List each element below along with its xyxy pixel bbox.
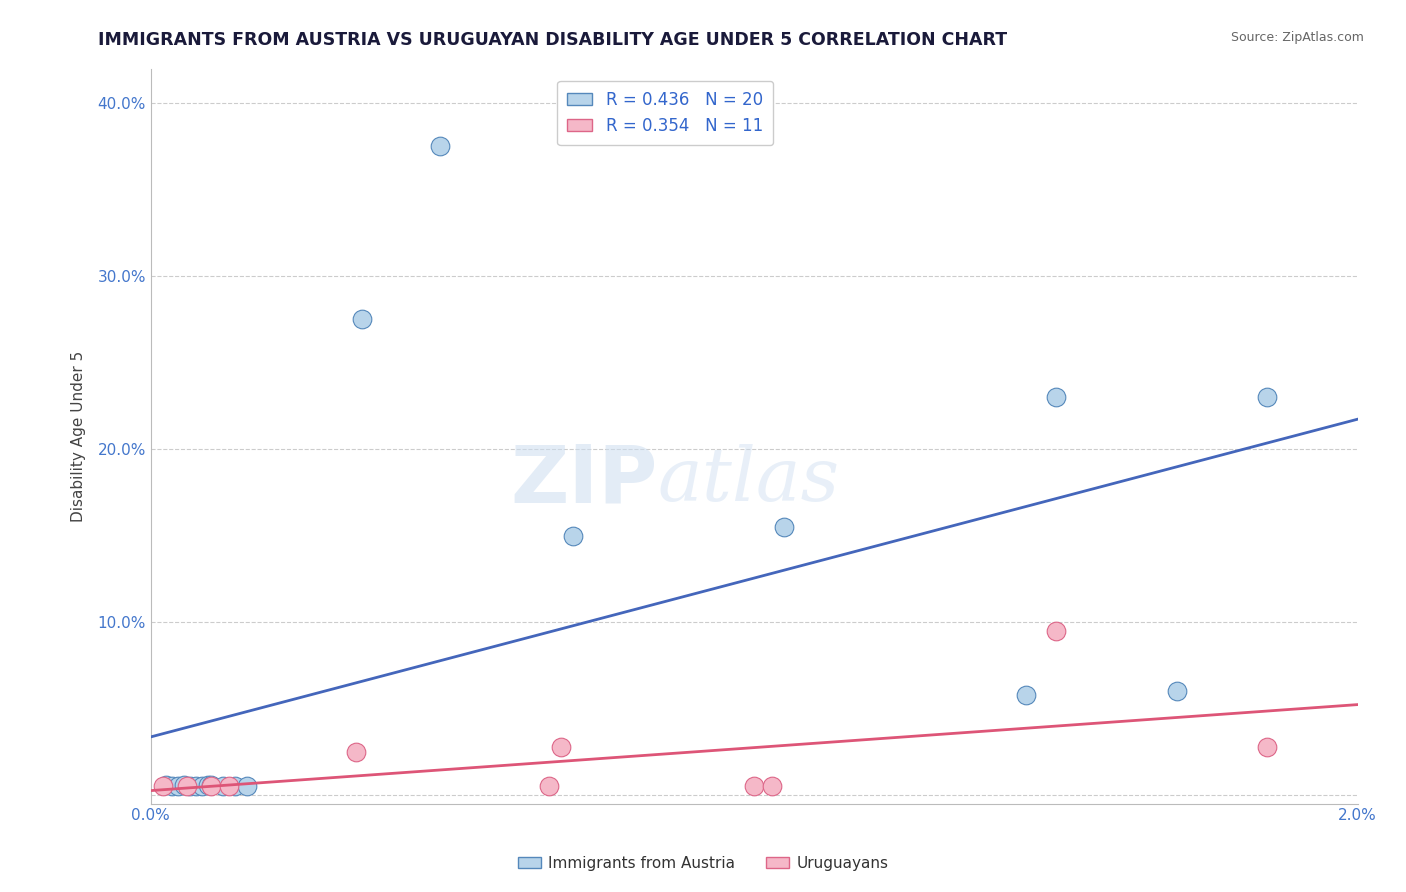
Point xyxy=(191,780,214,794)
Point xyxy=(761,780,783,794)
Point xyxy=(537,780,560,794)
Y-axis label: Disability Age Under 5: Disability Age Under 5 xyxy=(72,351,86,522)
Point xyxy=(344,745,367,759)
Text: Source: ZipAtlas.com: Source: ZipAtlas.com xyxy=(1230,31,1364,45)
Point xyxy=(152,780,174,794)
Text: atlas: atlas xyxy=(658,444,839,516)
Point xyxy=(212,780,235,794)
Point xyxy=(197,778,219,792)
Point xyxy=(236,780,259,794)
Point xyxy=(1256,390,1278,404)
Point xyxy=(1045,624,1067,638)
Point xyxy=(350,312,373,326)
Legend: R = 0.436   N = 20, R = 0.354   N = 11: R = 0.436 N = 20, R = 0.354 N = 11 xyxy=(557,80,773,145)
Point xyxy=(155,778,177,792)
Point xyxy=(1015,688,1038,702)
Point xyxy=(562,528,585,542)
Point xyxy=(1166,684,1188,698)
Point xyxy=(550,739,572,754)
Point xyxy=(773,520,796,534)
Point xyxy=(167,780,190,794)
Point xyxy=(1256,739,1278,754)
Point xyxy=(429,139,451,153)
Point xyxy=(742,780,765,794)
Point xyxy=(224,780,246,794)
Text: ZIP: ZIP xyxy=(510,442,658,519)
Legend: Immigrants from Austria, Uruguayans: Immigrants from Austria, Uruguayans xyxy=(512,850,894,877)
Point xyxy=(179,780,201,794)
Point xyxy=(173,778,195,792)
Point xyxy=(160,780,183,794)
Point xyxy=(218,780,240,794)
Text: IMMIGRANTS FROM AUSTRIA VS URUGUAYAN DISABILITY AGE UNDER 5 CORRELATION CHART: IMMIGRANTS FROM AUSTRIA VS URUGUAYAN DIS… xyxy=(98,31,1008,49)
Point xyxy=(200,778,222,792)
Point xyxy=(1045,390,1067,404)
Point xyxy=(184,780,207,794)
Point xyxy=(200,780,222,794)
Point xyxy=(176,780,198,794)
